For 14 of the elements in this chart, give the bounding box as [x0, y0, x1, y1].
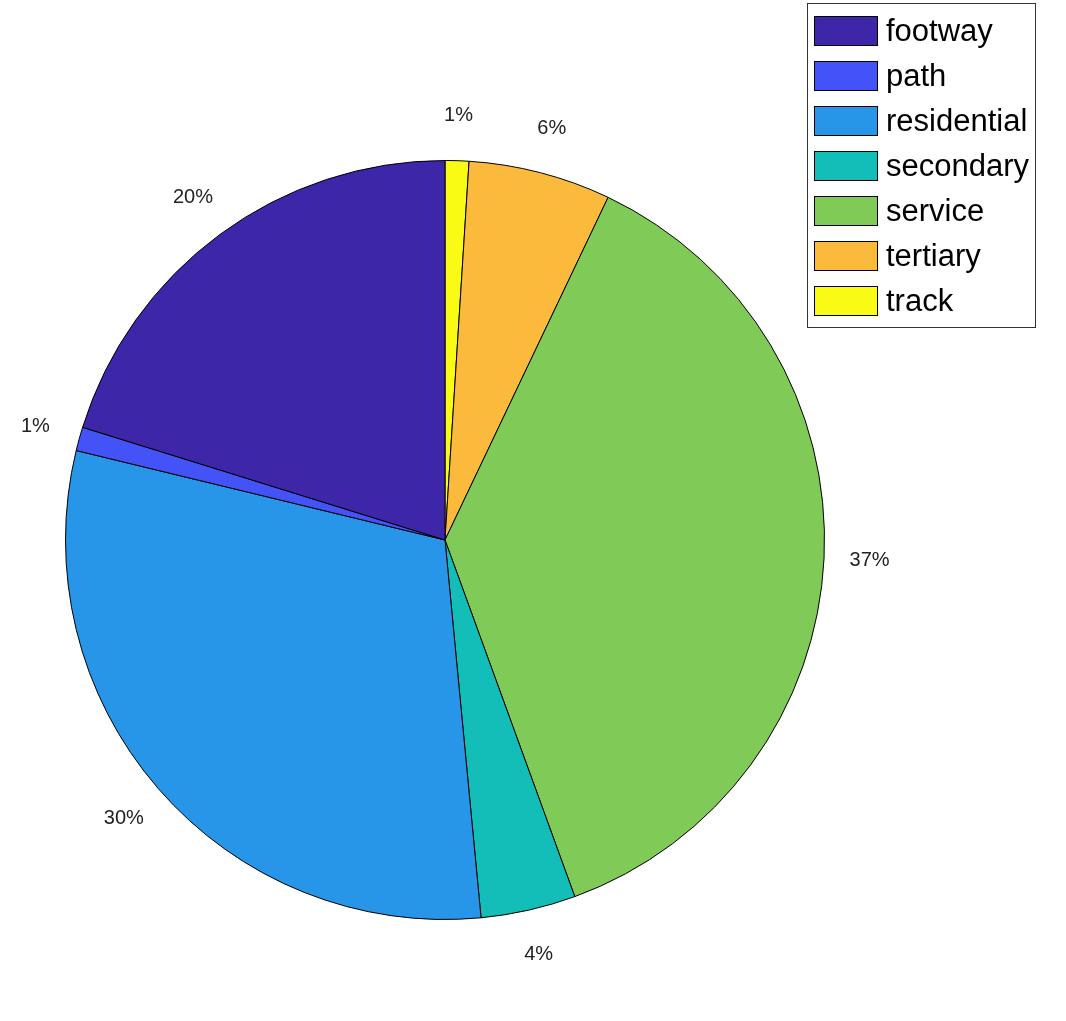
data-label: 37% — [849, 547, 890, 570]
data-label: 30% — [103, 805, 145, 828]
data-label: 20% — [172, 185, 214, 208]
legend-label: secondary — [885, 147, 1029, 185]
legend-label: residential — [885, 102, 1028, 140]
legend-label: path — [885, 57, 947, 95]
data-label: 1% — [444, 102, 474, 125]
legend-label: service — [885, 192, 985, 230]
legend-label: track — [885, 282, 954, 320]
data-label: 4% — [524, 942, 554, 965]
data-label: 1% — [20, 414, 50, 437]
data-label: 6% — [537, 116, 567, 139]
legend-label: tertiary — [885, 237, 981, 275]
legend-label: footway — [885, 12, 993, 50]
